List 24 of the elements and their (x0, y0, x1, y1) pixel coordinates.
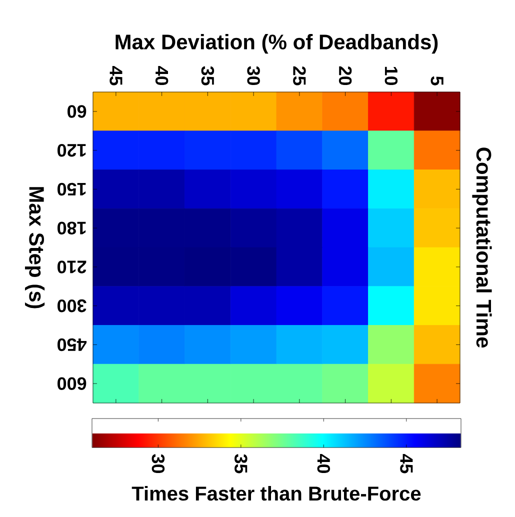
color-bar-label: 35 (234, 454, 248, 474)
x-tick-label: 40 (155, 66, 168, 86)
color-bar-label: 45 (400, 454, 413, 474)
y-axis-title: Max Step (s) (24, 187, 45, 308)
x-tick-label: 20 (338, 66, 352, 86)
color-bar-label: 40 (317, 454, 330, 474)
y-tick-label: 180 (58, 222, 86, 234)
x-tick-label: 45 (110, 66, 122, 86)
y-tick-label: 150 (58, 182, 86, 196)
color-bar-label: 30 (152, 454, 165, 474)
x-tick-label: 30 (247, 66, 260, 86)
x-axis-title: Max Deviation (% of Deadbands) (116, 34, 438, 54)
x-tick-label: 10 (384, 66, 398, 86)
y-tick-label: 300 (58, 299, 86, 312)
y-tick-label: 210 (58, 260, 86, 274)
y-tick-label: 600 (58, 377, 86, 390)
y-tick-label: 450 (58, 338, 87, 352)
y-tick-label: 120 (58, 144, 86, 157)
x-tick-label: 5 (430, 76, 444, 86)
color-bar-title: Times Faster than Brute-Force (132, 486, 421, 501)
y-tick-label: 60 (68, 105, 86, 118)
x-tick-label: 25 (293, 66, 306, 86)
text: Computational Time (472, 148, 492, 348)
x-tick-label: 35 (201, 66, 214, 86)
